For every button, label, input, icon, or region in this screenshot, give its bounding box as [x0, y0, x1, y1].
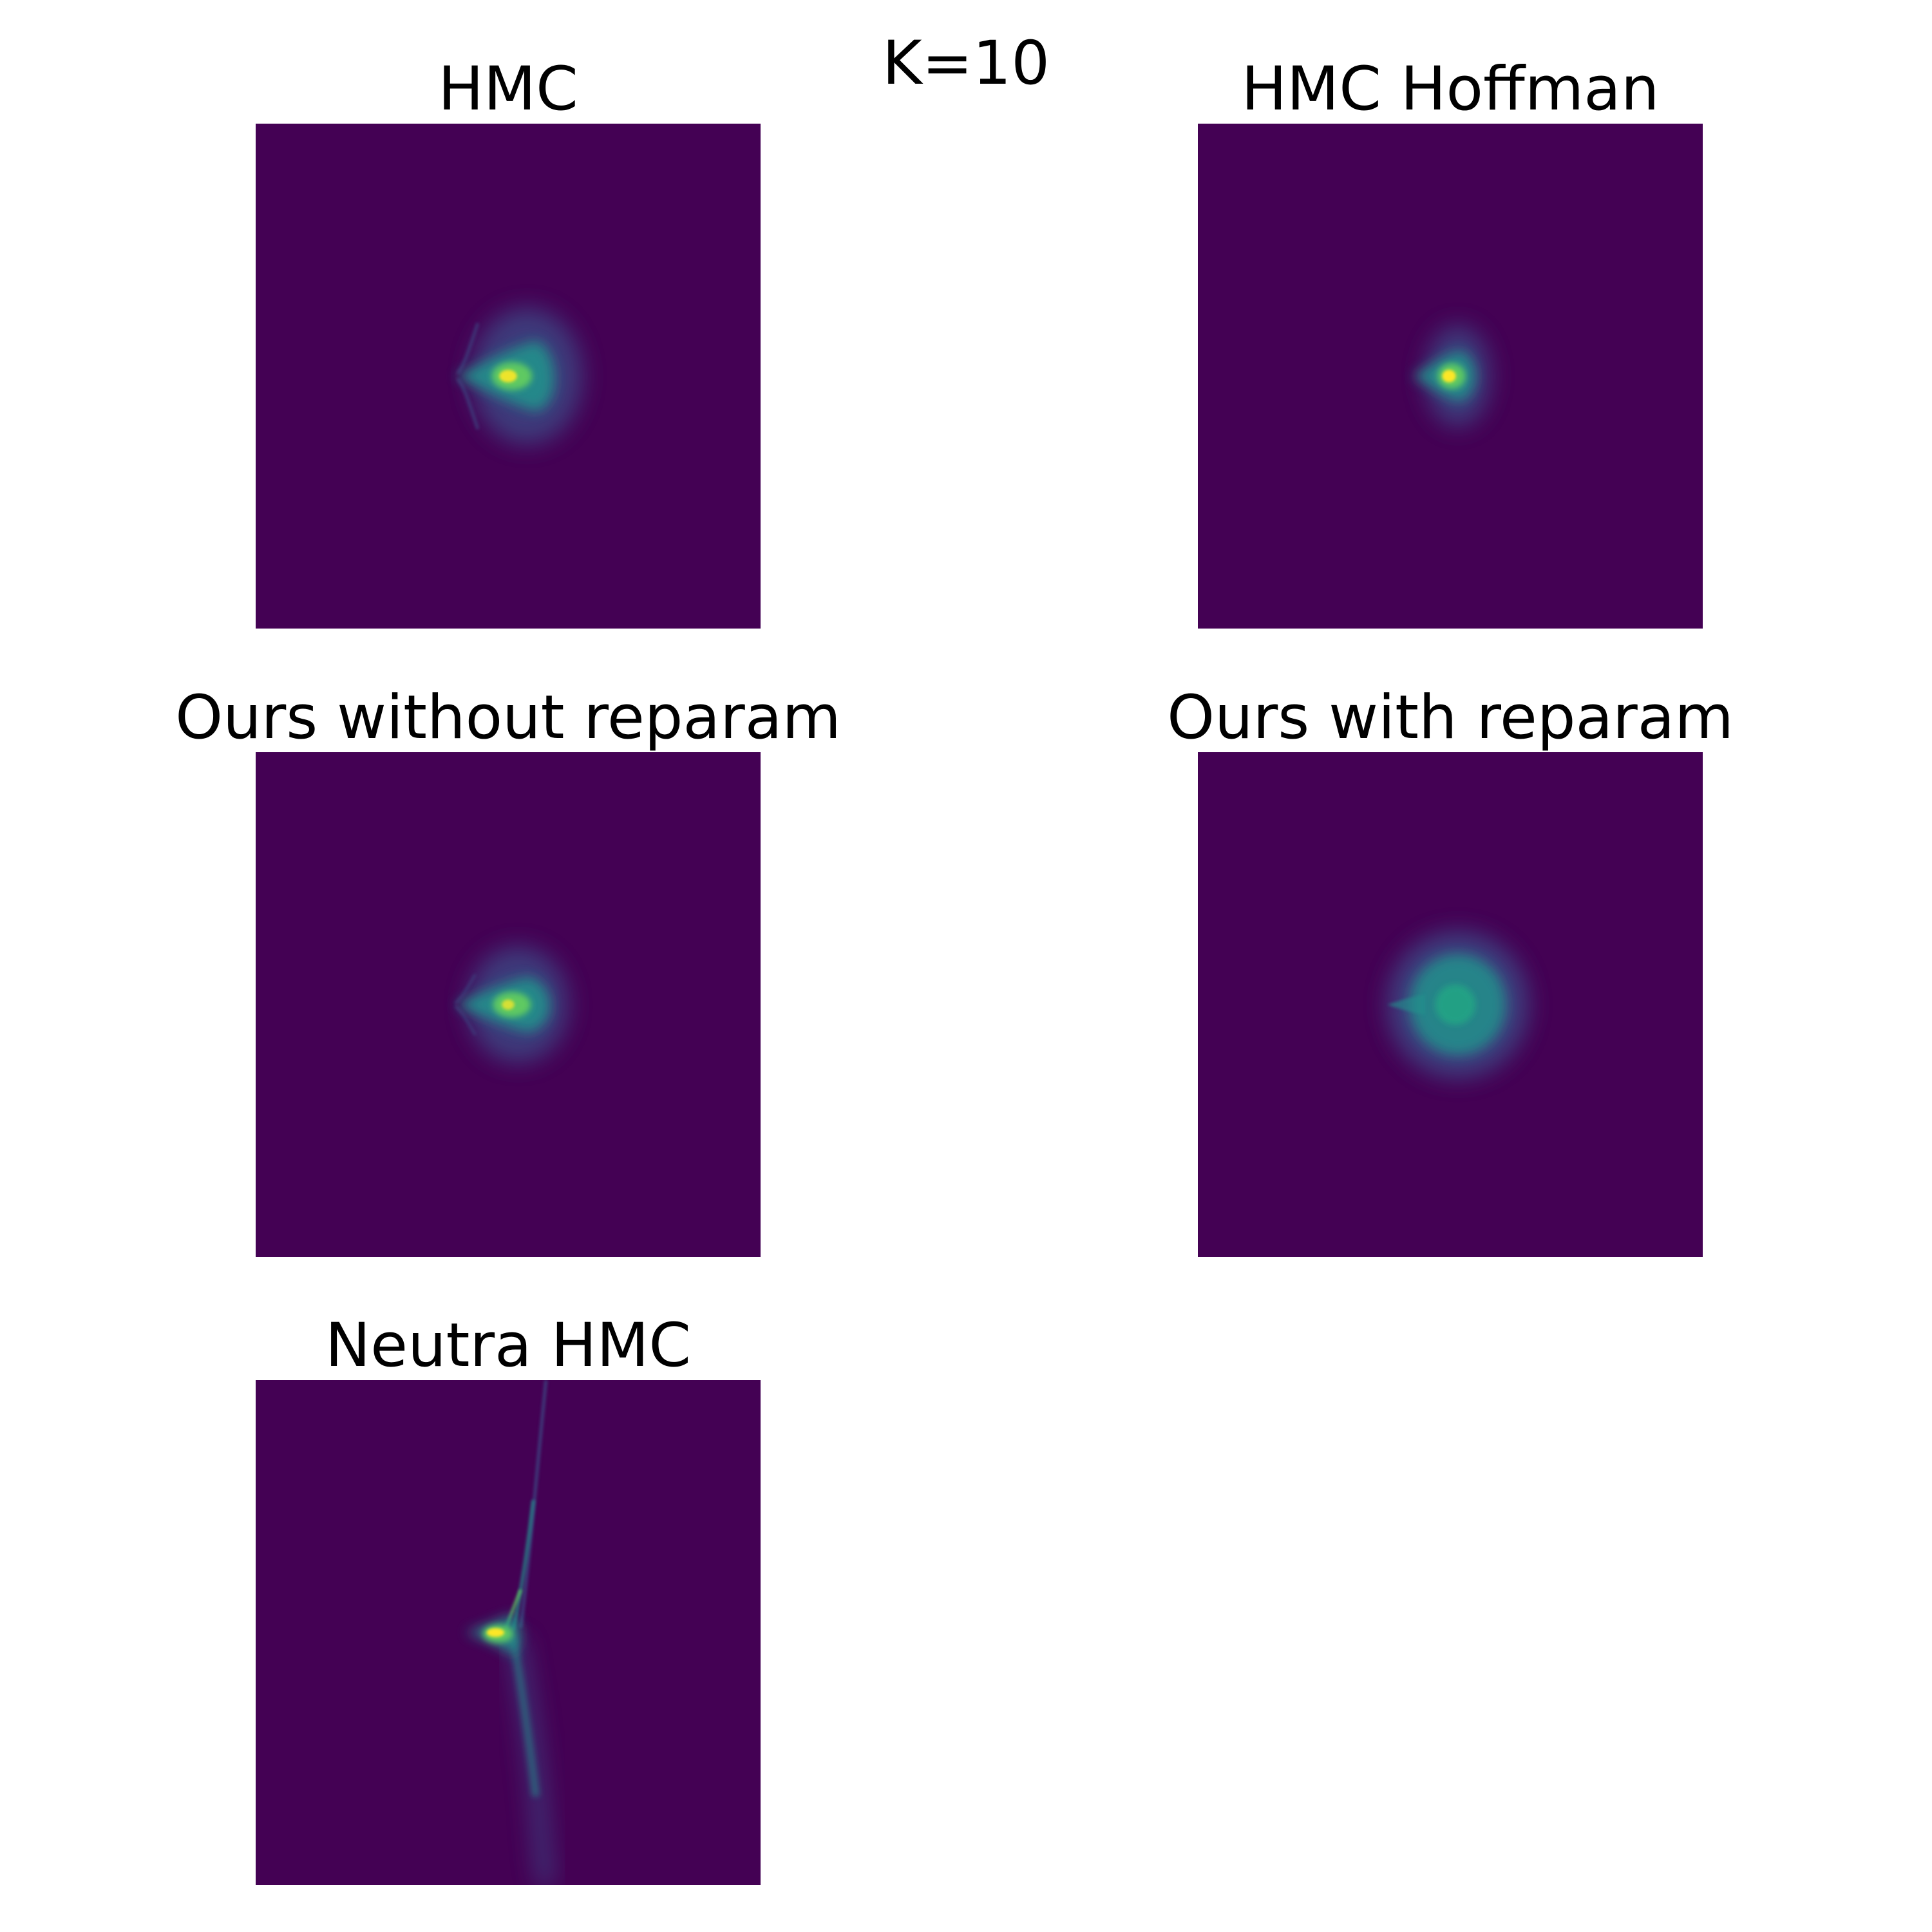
heatmap-neutra-hmc — [256, 1380, 761, 1885]
density-mark — [455, 308, 583, 444]
heatmap-ours-with-reparam — [1198, 752, 1703, 1257]
density-mark — [1412, 325, 1491, 427]
panel-title-neutra-hmc: Neutra HMC — [325, 1311, 692, 1381]
panel-ours-with-reparam: Ours with reparam — [1167, 683, 1734, 1260]
density-mark — [1387, 931, 1529, 1078]
panel-title-hmc-hoffman: HMC Hoffman — [1241, 54, 1660, 124]
panel-hmc: HMC — [256, 54, 761, 631]
panel-title-ours-with-reparam: Ours with reparam — [1167, 683, 1734, 753]
density-mark — [465, 1380, 556, 1885]
panel-hmc-hoffman: HMC Hoffman — [1198, 54, 1703, 631]
heatmap-hmc — [256, 124, 761, 629]
heatmap-ours-without-reparam — [256, 752, 761, 1257]
heatmap-hmc-hoffman — [1198, 124, 1703, 629]
panel-title-hmc: HMC — [438, 54, 578, 124]
panel-ours-without-reparam: Ours without reparam — [175, 683, 841, 1260]
panel-title-ours-without-reparam: Ours without reparam — [175, 683, 841, 753]
panel-neutra-hmc: Neutra HMC — [256, 1311, 761, 1888]
density-mark — [454, 946, 569, 1063]
figure-title: K=10 — [882, 28, 1050, 99]
